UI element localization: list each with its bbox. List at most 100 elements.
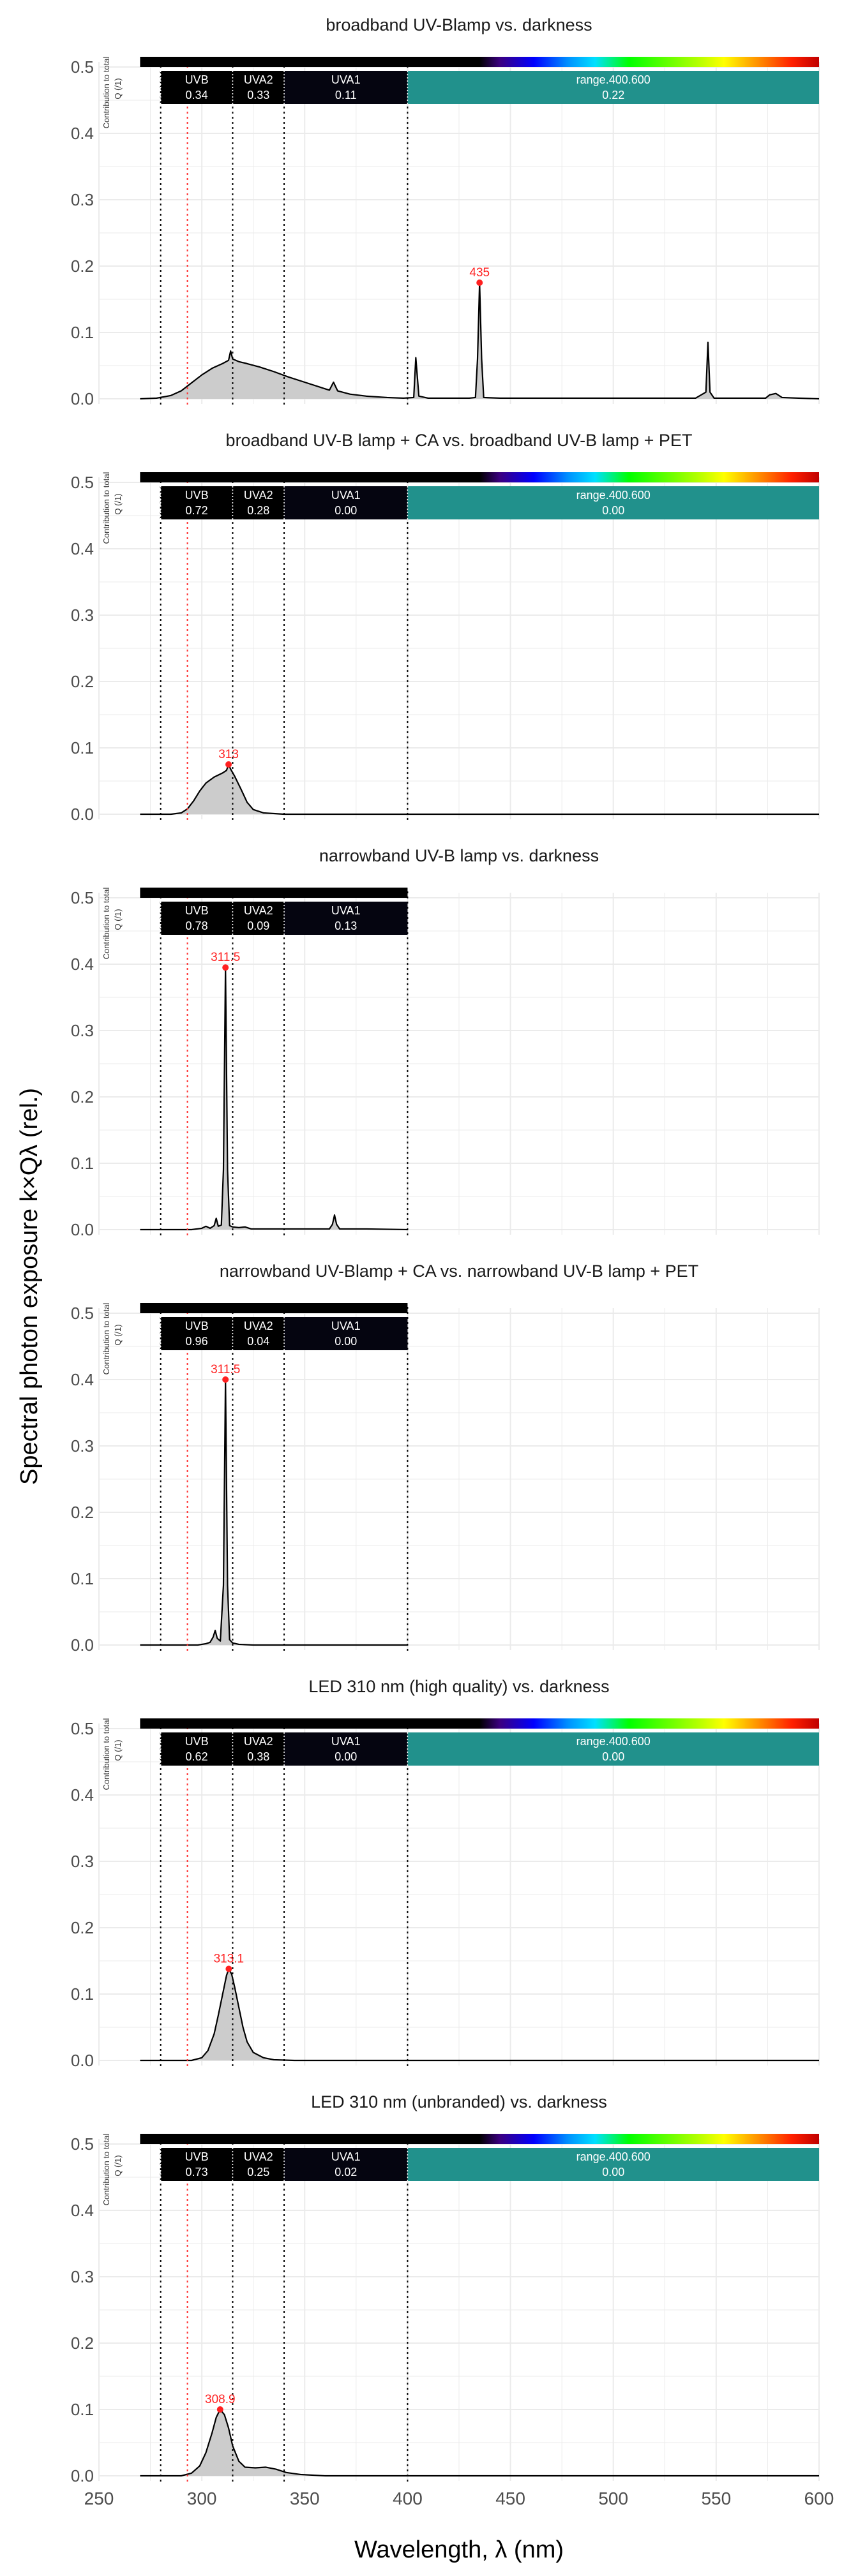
band-value-label: 0.02 — [335, 2166, 357, 2178]
q-label: Q (/1) — [113, 1739, 123, 1761]
spectrum-area — [140, 2409, 819, 2476]
band-name-label: UVA2 — [244, 489, 273, 502]
band-box — [284, 1732, 408, 1766]
band-name-label: UVA1 — [331, 1735, 361, 1748]
band-value-label: 0.25 — [247, 2166, 269, 2178]
band-box — [232, 1732, 285, 1766]
band-name-label: UVB — [185, 489, 209, 502]
band-box — [284, 486, 408, 519]
spectrum-line — [140, 2408, 819, 2477]
y-tick-label: 0.2 — [71, 1918, 94, 1937]
spectrum-area — [140, 1969, 819, 2060]
band-name-label: UVA2 — [244, 1320, 273, 1332]
peak-label: 311.5 — [211, 1363, 240, 1376]
band-box — [407, 2148, 819, 2181]
panel-5: LED 310 nm (high quality) vs. darkness 0.… — [71, 1677, 820, 2070]
y-tick-label: 0.1 — [71, 1154, 94, 1173]
x-tick-label: 600 — [804, 2489, 834, 2508]
band-name-label: UVB — [185, 2150, 209, 2163]
band-box — [407, 71, 819, 104]
x-tick-label: 350 — [290, 2489, 320, 2508]
band-box — [160, 1317, 233, 1350]
band-box — [160, 1732, 233, 1766]
band-name-label: UVA1 — [331, 489, 361, 502]
y-tick-label: 0.5 — [71, 1304, 94, 1323]
band-name-label: range.400.600 — [576, 1735, 651, 1748]
band-value-label: 0.00 — [335, 1750, 357, 1763]
panel-2: broadband UV-B lamp + CA vs. broadband U… — [71, 431, 820, 824]
spectrum-line — [140, 967, 408, 1231]
x-tick-label: 400 — [393, 2489, 423, 2508]
panel-title: LED 310 nm (unbranded) vs. darkness — [311, 2092, 607, 2111]
band-box — [284, 71, 408, 104]
band-value-label: 0.00 — [602, 504, 624, 517]
y-tick-label: 0.2 — [71, 2334, 94, 2353]
band-value-label: 0.22 — [602, 89, 624, 101]
spectrum-area — [140, 283, 819, 399]
panel-title: broadband UV-Blamp vs. darkness — [326, 15, 592, 34]
y-tick-label: 0.0 — [71, 1635, 94, 1655]
x-tick-label: 450 — [495, 2489, 525, 2508]
band-box — [160, 2148, 233, 2181]
y-tick-label: 0.1 — [71, 1569, 94, 1588]
band-name-label: UVB — [185, 1320, 209, 1332]
x-axis-title: Wavelength, λ (nm) — [354, 2536, 564, 2563]
band-value-label: 0.62 — [186, 1750, 208, 1763]
band-box — [232, 902, 285, 935]
band-box — [232, 2148, 285, 2181]
panel-3: narrowband UV-B lamp vs. darkness 0.0 0.1 0… — [71, 846, 820, 1239]
y-tick-label: 0.2 — [71, 1503, 94, 1522]
band-value-label: 0.09 — [247, 919, 269, 932]
band-value-label: 0.11 — [335, 89, 357, 101]
peak-label: 435 — [469, 266, 490, 279]
band-box — [232, 71, 285, 104]
panel-title: narrowband UV-B lamp vs. darkness — [319, 846, 599, 865]
y-tick-label: 0.4 — [71, 1785, 94, 1805]
band-value-label: 0.13 — [335, 919, 357, 932]
spectrum-line — [140, 1378, 408, 1646]
q-label: Q (/1) — [113, 2155, 123, 2176]
band-box — [160, 902, 233, 935]
wavelength-color-bar — [140, 1718, 819, 1729]
band-value-label: 0.28 — [247, 504, 269, 517]
y-tick-label: 0.1 — [71, 738, 94, 757]
band-name-label: UVA1 — [331, 904, 361, 917]
y-tick-label: 0.3 — [71, 1021, 94, 1040]
y-tick-label: 0.4 — [71, 2201, 94, 2220]
y-tick-label: 0.0 — [71, 2466, 94, 2485]
peak-label: 313.1 — [214, 1952, 245, 1965]
band-value-label: 0.34 — [186, 89, 208, 101]
panel-4: narrowband UV-Blamp + CA vs. narrowband … — [71, 1262, 820, 1655]
band-box — [232, 1317, 285, 1350]
wavelength-color-bar — [140, 57, 819, 67]
panel-title: LED 310 nm (high quality) vs. darkness — [308, 1677, 609, 1696]
y-tick-label: 0.4 — [71, 124, 94, 143]
band-value-label: 0.00 — [602, 2166, 624, 2178]
band-name-label: UVA1 — [331, 2150, 361, 2163]
y-tick-label: 0.3 — [71, 606, 94, 625]
spectrum-line — [140, 1968, 819, 2062]
y-tick-label: 0.5 — [71, 473, 94, 492]
band-name-label: UVA2 — [244, 2150, 273, 2163]
y-axis-title: Spectral photon exposure k×Qλ (rel.) — [16, 1088, 43, 1485]
q-label: Q (/1) — [113, 1324, 123, 1345]
contribution-label: Contribution to total — [102, 888, 111, 960]
y-tick-label: 0.5 — [71, 888, 94, 907]
band-value-label: 0.00 — [602, 1750, 624, 1763]
band-name-label: UVB — [185, 1735, 209, 1748]
y-tick-label: 0.3 — [71, 190, 94, 209]
band-value-label: 0.00 — [335, 1335, 357, 1348]
band-box — [407, 486, 819, 519]
band-name-label: range.400.600 — [576, 2150, 651, 2163]
panel-title: broadband UV-B lamp + CA vs. broadband U… — [226, 431, 693, 450]
y-tick-label: 0.2 — [71, 257, 94, 276]
wavelength-color-bar — [140, 2134, 819, 2144]
peak-marker — [225, 1965, 232, 1972]
q-label: Q (/1) — [113, 909, 123, 930]
x-tick-label: 300 — [187, 2489, 217, 2508]
y-tick-label: 0.1 — [71, 323, 94, 342]
panel-title: narrowband UV-Blamp + CA vs. narrowband … — [220, 1262, 698, 1281]
y-tick-label: 0.5 — [71, 57, 94, 77]
band-name-label: UVA1 — [331, 1320, 361, 1332]
